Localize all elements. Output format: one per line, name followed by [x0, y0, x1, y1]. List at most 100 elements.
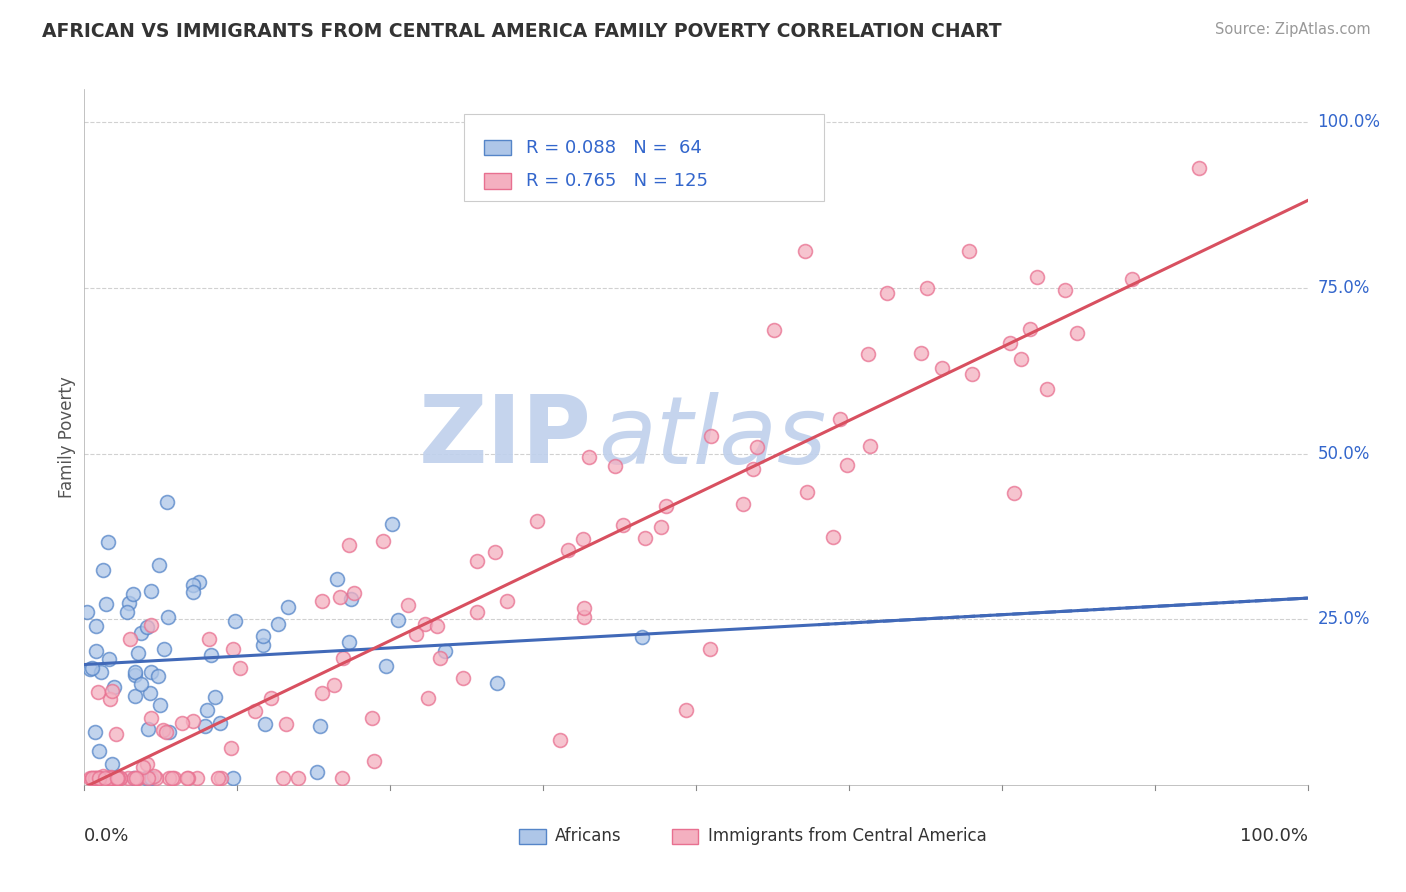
Point: [204, 690, 226, 704]
Point: [650, 520, 672, 534]
Point: [276, 716, 298, 731]
Point: [496, 593, 519, 607]
Point: [1188, 161, 1211, 175]
Point: [526, 514, 548, 528]
Point: [122, 772, 145, 786]
Point: [79, 662, 101, 676]
Point: [931, 360, 953, 375]
Point: [124, 665, 146, 680]
Point: [550, 733, 572, 747]
Point: [195, 703, 218, 717]
FancyBboxPatch shape: [464, 113, 824, 201]
Point: [699, 641, 721, 656]
Text: Immigrants from Central America: Immigrants from Central America: [709, 828, 987, 846]
Point: [89, 772, 111, 786]
Point: [84, 772, 107, 786]
Point: [796, 485, 818, 500]
Point: [572, 609, 595, 624]
Point: [266, 616, 288, 631]
Point: [84, 724, 107, 739]
Point: [219, 741, 242, 756]
Point: [124, 689, 146, 703]
Point: [332, 650, 354, 665]
Point: [429, 650, 451, 665]
Point: [763, 323, 786, 337]
Point: [363, 754, 385, 768]
Point: [329, 591, 352, 605]
Point: [84, 619, 107, 633]
Point: [176, 772, 198, 786]
Point: [343, 586, 366, 600]
Point: [381, 516, 404, 531]
Point: [307, 765, 329, 780]
Point: [309, 719, 332, 733]
Text: 100.0%: 100.0%: [1317, 113, 1381, 131]
Point: [83, 772, 105, 786]
Point: [87, 744, 110, 758]
Point: [138, 686, 160, 700]
Point: [998, 335, 1021, 350]
Point: [124, 668, 146, 682]
Point: [103, 680, 125, 694]
Point: [100, 756, 122, 771]
Point: [859, 439, 882, 453]
Point: [141, 771, 163, 785]
Text: 50.0%: 50.0%: [1317, 444, 1369, 463]
Point: [433, 644, 456, 658]
Point: [1010, 352, 1032, 367]
Point: [311, 686, 333, 700]
Text: 100.0%: 100.0%: [1240, 827, 1308, 845]
Point: [1036, 382, 1059, 396]
Point: [94, 772, 117, 786]
Point: [96, 597, 118, 611]
FancyBboxPatch shape: [484, 173, 512, 189]
Point: [426, 618, 449, 632]
Point: [1054, 283, 1077, 297]
Point: [325, 572, 347, 586]
Point: [416, 690, 439, 705]
Point: [97, 534, 120, 549]
Point: [373, 533, 395, 548]
Point: [80, 661, 103, 675]
Point: [101, 684, 124, 698]
Point: [103, 772, 125, 786]
Point: [243, 704, 266, 718]
Point: [156, 495, 179, 509]
Point: [188, 574, 211, 589]
Point: [80, 772, 103, 786]
Point: [271, 772, 294, 786]
Point: [960, 367, 983, 381]
Point: [118, 632, 141, 646]
Point: [828, 411, 851, 425]
Point: [1066, 326, 1088, 340]
Point: [127, 646, 149, 660]
Point: [578, 450, 600, 464]
Point: [405, 627, 427, 641]
Point: [337, 538, 360, 552]
Point: [200, 648, 222, 662]
Point: [153, 641, 176, 656]
Point: [856, 347, 879, 361]
Point: [229, 661, 252, 675]
Point: [104, 727, 127, 741]
Point: [181, 585, 204, 599]
Point: [79, 772, 101, 786]
Point: [91, 769, 114, 783]
Point: [136, 772, 159, 786]
Point: [146, 668, 169, 682]
Point: [387, 613, 409, 627]
Point: [157, 610, 180, 624]
Point: [129, 626, 152, 640]
Point: [835, 458, 858, 472]
Point: [821, 530, 844, 544]
Point: [224, 614, 246, 628]
Point: [485, 676, 508, 690]
Point: [107, 772, 129, 786]
Point: [91, 564, 114, 578]
Point: [115, 605, 138, 619]
Point: [98, 692, 121, 706]
Point: [84, 772, 107, 786]
Text: 0.0%: 0.0%: [84, 827, 129, 845]
Point: [139, 665, 162, 680]
Point: [105, 772, 128, 786]
